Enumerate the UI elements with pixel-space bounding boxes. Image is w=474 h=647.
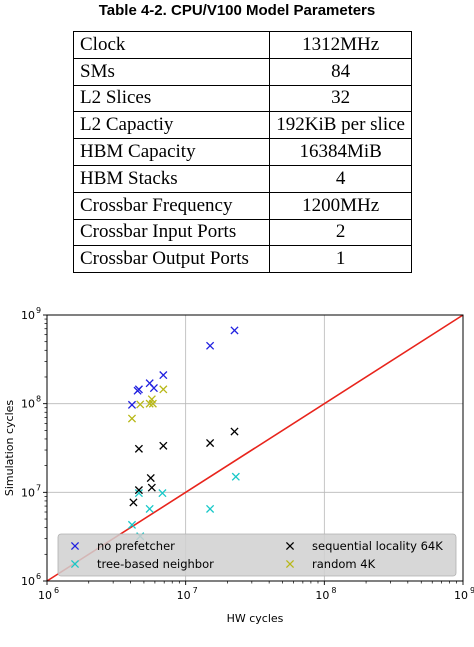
data-points [127, 326, 240, 541]
data-point [136, 400, 145, 409]
param-name: HBM Stacks [72, 164, 271, 193]
param-value: 1 [269, 245, 412, 274]
y-tick-exponent: 7 [36, 483, 41, 492]
param-name: SMs [72, 57, 271, 86]
table-row: HBM Capacity 16384MiB [72, 138, 412, 166]
data-point [127, 414, 137, 423]
param-name: Crossbar Input Ports [72, 218, 271, 247]
param-value: 4 [269, 164, 412, 193]
param-name: HBM Capacity [72, 138, 271, 166]
data-point [206, 341, 215, 350]
legend: no prefetcher tree-based neighbor sequenti… [57, 533, 457, 577]
data-point [145, 399, 154, 408]
table-row: L2 Slices 32 [72, 84, 412, 113]
y-tick-label: 10 [21, 486, 35, 499]
table-row: HBM Stacks 4 [72, 164, 412, 193]
table-row: SMs 84 [72, 57, 412, 86]
data-point [134, 444, 143, 453]
data-point [230, 326, 239, 335]
x-tick-label: 10 [454, 589, 468, 602]
table-row: Crossbar Output Ports 1 [72, 245, 412, 274]
param-value: 32 [269, 84, 412, 113]
data-point [134, 385, 143, 394]
legend-label: sequential locality 64K [312, 539, 443, 553]
data-point [145, 504, 154, 513]
data-point [129, 498, 138, 507]
data-point [134, 486, 143, 495]
legend-label: random 4K [312, 557, 376, 571]
table-row: Crossbar Input Ports 2 [72, 218, 412, 247]
data-point [159, 371, 168, 380]
param-value: 16384MiB [269, 138, 412, 166]
data-point [127, 400, 137, 409]
data-point [206, 438, 215, 448]
param-name: Clock [72, 31, 271, 59]
y-tick-label: 10 [21, 309, 35, 322]
table-row: Crossbar Frequency 1200MHz [72, 191, 412, 220]
scatter-chart: no prefetcher tree-based neighbor sequenti… [3, 306, 474, 625]
legend-marker [70, 559, 80, 569]
data-point [134, 489, 143, 498]
legend-marker [285, 559, 295, 569]
data-point [159, 441, 168, 450]
data-point [158, 489, 167, 498]
data-point [148, 399, 157, 408]
data-point [159, 385, 168, 394]
legend-box [57, 533, 457, 577]
param-name: L2 Slices [72, 84, 271, 113]
x-tick-exponent: 6 [54, 586, 59, 595]
y-tick-exponent: 9 [36, 306, 41, 315]
param-value: 192KiB per slice [269, 111, 412, 140]
param-value: 84 [269, 57, 412, 86]
data-point [231, 472, 240, 481]
y-tick-exponent: 8 [36, 395, 41, 404]
x-tick-exponent: 8 [331, 586, 336, 595]
plot-frame [46, 314, 464, 582]
param-value: 1312MHz [269, 31, 412, 59]
y-tick-label: 10 [21, 398, 35, 411]
legend-marker [285, 541, 295, 551]
param-name: Crossbar Frequency [72, 191, 271, 220]
param-name: L2 Capactiy [72, 111, 271, 140]
axis-ticks: 10 6 10 7 10 8 10 910 610 710 810 9 [21, 306, 474, 602]
data-point [146, 473, 155, 483]
x-tick-label: 10 [38, 589, 52, 602]
x-axis-label: HW cycles [227, 612, 284, 625]
x-tick-exponent: 7 [193, 586, 198, 595]
x-tick-label: 10 [315, 589, 329, 602]
legend-label: tree-based neighbor [97, 557, 214, 571]
y-tick-exponent: 6 [36, 572, 41, 581]
param-name: Crossbar Output Ports [72, 245, 271, 274]
table-caption: Table 4-2. CPU/V100 Model Parameters [98, 2, 376, 19]
param-value: 1200MHz [269, 191, 412, 220]
data-point [149, 383, 158, 393]
legend-marker [70, 541, 80, 551]
data-point [147, 483, 156, 492]
y-tick-label: 10 [21, 575, 35, 588]
data-point [127, 520, 137, 529]
parameters-table: Clock 1312MHz SMs 84 L2 Slices 32 L2 Capactiy 1… [72, 31, 412, 274]
legend-label: no prefetcher [97, 539, 175, 553]
y-axis-label: Simulation cycles [3, 400, 16, 497]
data-point [206, 504, 215, 513]
x-tick-exponent: 9 [470, 586, 474, 595]
table-row: Clock 1312MHz [72, 31, 412, 59]
table-row: L2 Capactiy 192KiB per slice [72, 111, 412, 140]
param-value: 2 [269, 218, 412, 247]
data-point [230, 427, 239, 436]
x-tick-label: 10 [177, 589, 191, 602]
